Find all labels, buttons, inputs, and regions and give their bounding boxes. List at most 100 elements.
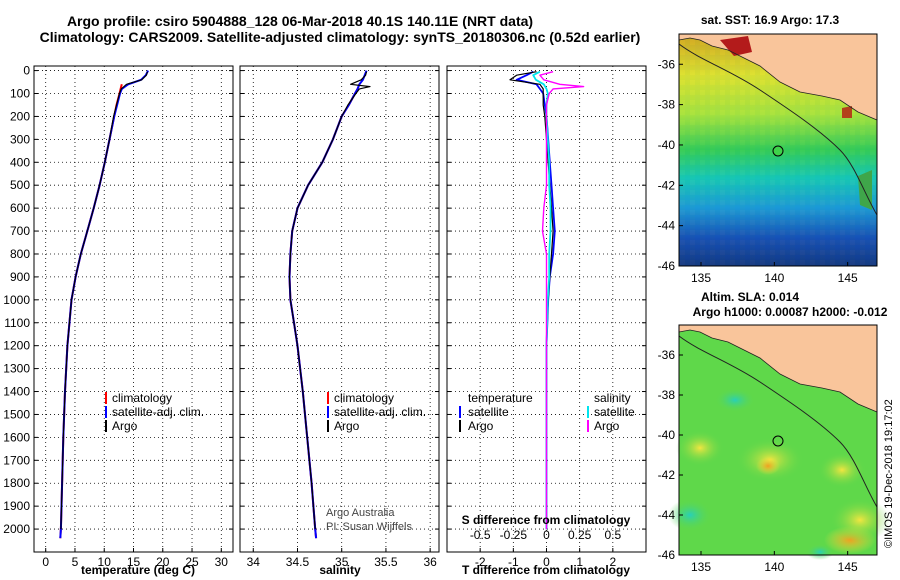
map-lon-label: 145	[838, 271, 858, 285]
salinity-panel: 34 34.5 35 35.5 36 salinity climatology sate…	[240, 66, 439, 577]
legend-title-temperature: temperature	[468, 391, 533, 405]
series-line-argo	[288, 71, 371, 530]
map-lat-label: -46	[658, 259, 676, 273]
map-lon-label: 145	[838, 560, 858, 574]
map-lat-label: -38	[658, 98, 676, 112]
depth-tick-label: 500	[10, 178, 30, 192]
sst-map: sat. SST: 16.9 Argo: 17.3 135 140 145 -36 -3…	[658, 13, 878, 285]
legend-label-climatology: climatology	[334, 391, 394, 405]
x-tick-label: 0	[42, 555, 49, 569]
legend-label-t-satellite: satellite	[468, 405, 509, 419]
x-tick-label: 20	[156, 555, 170, 569]
legend-label-satellite: satellite-adj. clim.	[334, 405, 426, 419]
temperature-panel: 0 5 10 15 20 25 30 temperature (deg C) climato…	[34, 66, 233, 577]
sst-land	[679, 34, 877, 120]
salinity-legend: climatology satellite-adj. clim. Argo	[327, 391, 426, 433]
depth-axis: 0 100 200 300 400 500 600 700 800 900 1000 1100 1200…	[3, 64, 646, 536]
depth-tick-label: 1300	[3, 362, 30, 376]
depth-tick-label: 1600	[3, 430, 30, 444]
s-tick-label: -0.25	[500, 528, 528, 542]
legend-label-argo: Argo	[334, 419, 360, 433]
difference-panel: -2 -1 0 1 2 -0.5 -0.25 0 0.25 0.5 S difference f…	[447, 66, 646, 577]
sla-argo-marker	[772, 435, 784, 447]
map-lat-label: -36	[658, 348, 676, 362]
map-lat-label: -36	[658, 57, 676, 71]
credit-argo-australia: Argo Australia	[326, 507, 395, 519]
sla-map-title-1: Altim. SLA: 0.014	[701, 290, 799, 304]
s-tick-label: 0.25	[568, 528, 592, 542]
x-tick-label: 35	[335, 555, 349, 569]
depth-tick-label: 1400	[3, 385, 30, 399]
t-difference-xlabel: T difference from climatology	[462, 563, 630, 577]
s-difference-label: S difference from climatology	[462, 513, 631, 527]
depth-tick-label: 1900	[3, 499, 30, 513]
depth-tick-label: 1700	[3, 453, 30, 467]
map-lat-label: -40	[658, 428, 676, 442]
temperature-xlabel: temperature (deg C)	[81, 563, 195, 577]
sla-depth-contour	[678, 335, 878, 508]
map-lat-label: -46	[658, 548, 676, 562]
legend-label-s-argo: Argo	[594, 419, 620, 433]
x-tick-label: 2	[609, 555, 616, 569]
x-tick-label: 10	[98, 555, 112, 569]
map-lon-label: 135	[691, 560, 711, 574]
x-tick-label: 25	[185, 555, 199, 569]
title-line-1: Argo profile: csiro 5904888_128 06-Mar-2…	[67, 13, 533, 29]
depth-tick-label: 800	[10, 247, 30, 261]
s-tick-label: -0.5	[470, 528, 491, 542]
legend-title-salinity: salinity	[594, 391, 631, 405]
sla-land	[679, 325, 877, 412]
temperature-legend: climatology satellite-adj. clim. Argo	[105, 391, 204, 433]
depth-tick-label: 1100	[4, 316, 30, 330]
x-tick-label: 35.5	[374, 555, 398, 569]
sst-map-title: sat. SST: 16.9 Argo: 17.3	[701, 13, 840, 27]
map-lon-label: 140	[764, 271, 784, 285]
x-tick-label: 15	[127, 555, 141, 569]
map-lat-label: -44	[658, 508, 676, 522]
depth-tick-label: 400	[10, 155, 30, 169]
x-tick-label: -2	[475, 555, 486, 569]
sla-map-title-2: Argo h1000: 0.00087 h2000: -0.012	[693, 305, 888, 319]
salinity-xlabel: salinity	[319, 563, 361, 577]
x-tick-label: 34	[247, 555, 261, 569]
x-tick-label: 34.5	[286, 555, 310, 569]
depth-tick-label: 1000	[3, 293, 30, 307]
sst-warm-patch	[720, 36, 752, 56]
sst-argo-marker	[772, 145, 784, 157]
depth-tick-label: 600	[10, 201, 30, 215]
legend-label-t-argo: Argo	[468, 419, 494, 433]
title-line-2: Climatology: CARS2009. Satellite-adjuste…	[40, 29, 641, 45]
x-tick-label: 36	[423, 555, 437, 569]
series-line-argo	[60, 71, 149, 530]
map-lat-label: -44	[658, 219, 676, 233]
map-lon-label: 140	[764, 560, 784, 574]
depth-tick-label: 700	[10, 224, 30, 238]
plot-frame-2	[239, 65, 440, 553]
depth-tick-label: 1200	[3, 339, 30, 353]
sst-depth-contour	[678, 43, 878, 216]
legend-label-satellite: satellite-adj. clim.	[112, 405, 204, 419]
x-tick-label: 1	[576, 555, 583, 569]
series-line-s-argo	[539, 71, 585, 530]
legend-label-climatology: climatology	[112, 391, 172, 405]
depth-tick-label: 100	[10, 87, 30, 101]
depth-tick-label: 300	[10, 132, 30, 146]
depth-tick-label: 2000	[3, 522, 30, 536]
s-tick-label: 0.5	[604, 528, 621, 542]
sla-map: Altim. SLA: 0.014 Argo h1000: 0.00087 h2…	[658, 290, 890, 574]
depth-tick-label: 0	[23, 64, 30, 78]
map-lon-label: 135	[691, 271, 711, 285]
map-lat-label: -42	[658, 178, 676, 192]
depth-tick-label: 1500	[3, 407, 30, 421]
x-tick-label: 30	[215, 555, 229, 569]
map-lat-label: -40	[658, 138, 676, 152]
s-tick-label: 0	[543, 528, 550, 542]
x-tick-label: -1	[508, 555, 519, 569]
map-lat-label: -38	[658, 388, 676, 402]
difference-legend: temperature satellite Argo salinity sate…	[459, 391, 635, 433]
credit-pi: PI: Susan Wijffels	[326, 521, 412, 533]
legend-label-argo: Argo	[112, 419, 138, 433]
x-tick-label: 0	[543, 555, 550, 569]
x-tick-label: 5	[72, 555, 79, 569]
